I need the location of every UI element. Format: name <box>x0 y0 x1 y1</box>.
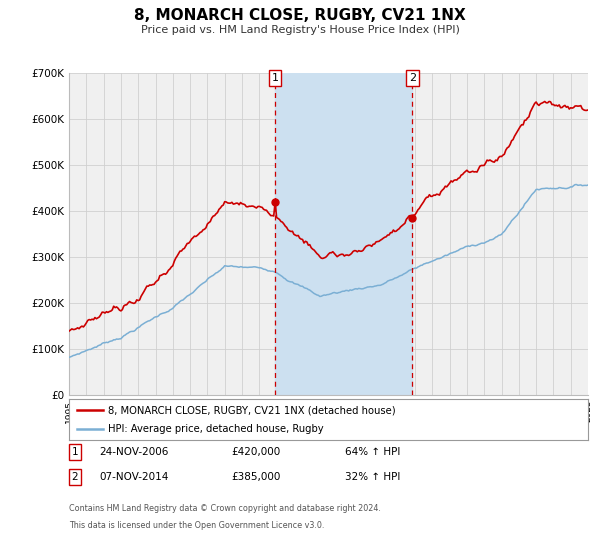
Text: 2: 2 <box>409 73 416 83</box>
Text: 07-NOV-2014: 07-NOV-2014 <box>99 472 169 482</box>
Text: 64% ↑ HPI: 64% ↑ HPI <box>345 447 400 457</box>
Text: 8, MONARCH CLOSE, RUGBY, CV21 1NX (detached house): 8, MONARCH CLOSE, RUGBY, CV21 1NX (detac… <box>108 405 395 415</box>
Text: 24-NOV-2006: 24-NOV-2006 <box>99 447 169 457</box>
Text: 1: 1 <box>71 447 79 457</box>
Text: 8, MONARCH CLOSE, RUGBY, CV21 1NX: 8, MONARCH CLOSE, RUGBY, CV21 1NX <box>134 8 466 24</box>
Text: 32% ↑ HPI: 32% ↑ HPI <box>345 472 400 482</box>
Bar <box>275 73 412 395</box>
Text: HPI: Average price, detached house, Rugby: HPI: Average price, detached house, Rugb… <box>108 424 323 433</box>
Text: This data is licensed under the Open Government Licence v3.0.: This data is licensed under the Open Gov… <box>69 521 325 530</box>
Text: Contains HM Land Registry data © Crown copyright and database right 2024.: Contains HM Land Registry data © Crown c… <box>69 504 381 513</box>
Text: £385,000: £385,000 <box>231 472 280 482</box>
Text: Price paid vs. HM Land Registry's House Price Index (HPI): Price paid vs. HM Land Registry's House … <box>140 25 460 35</box>
Text: 1: 1 <box>271 73 278 83</box>
Text: £420,000: £420,000 <box>231 447 280 457</box>
Text: 2: 2 <box>71 472 79 482</box>
